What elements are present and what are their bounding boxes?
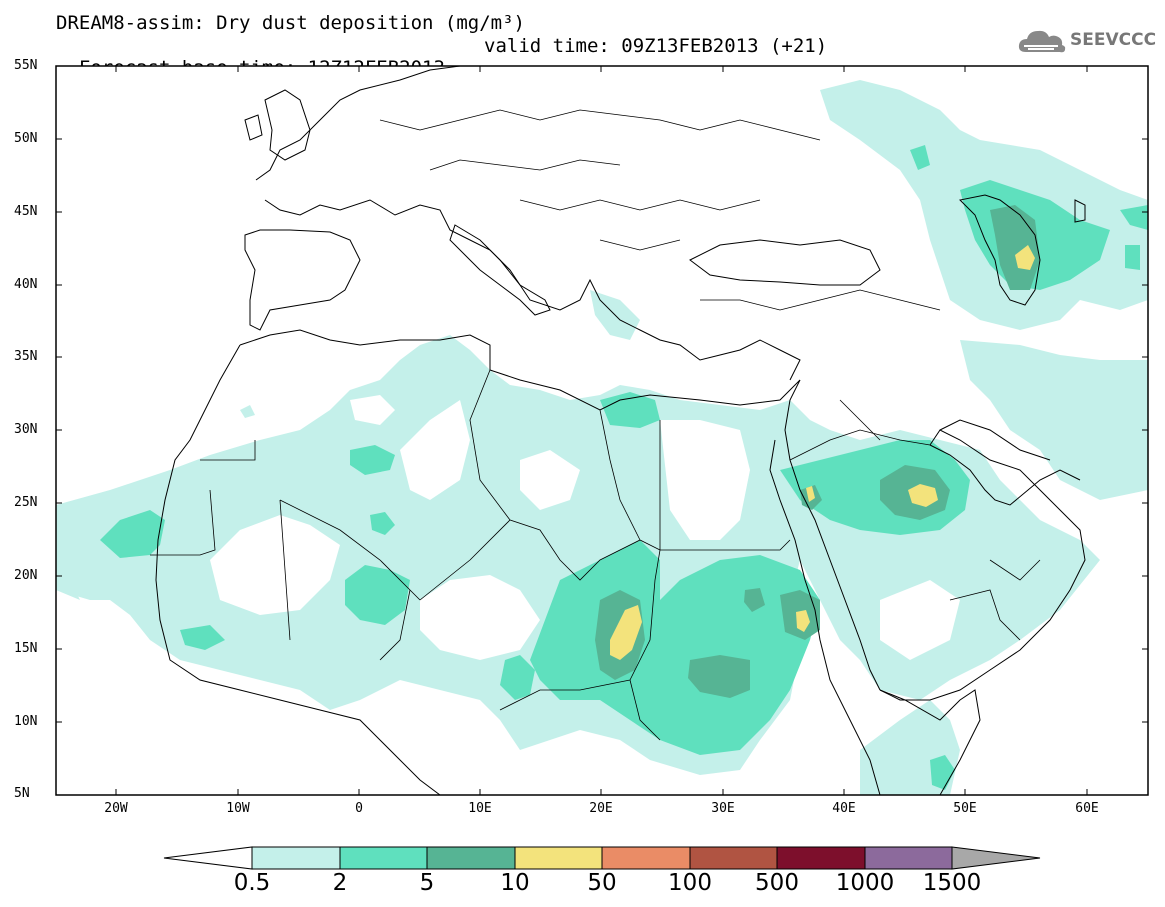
colorbar-label: 500 (755, 870, 799, 896)
colorbar-swatch (601, 846, 691, 870)
colorbar-label: 1000 (835, 870, 895, 896)
lat-label: 10N (14, 714, 38, 729)
coast-europe (255, 66, 801, 381)
colorbar-label: 2 (332, 870, 348, 896)
lat-label: 15N (14, 641, 38, 656)
lat-label: 45N (14, 204, 38, 219)
colorbar-swatch (514, 846, 603, 870)
cloud-logo-icon (1018, 30, 1066, 53)
map-title: DREAM8-assim: Dry dust deposition (mg/m³… (56, 12, 525, 34)
country-borders-europe (379, 109, 941, 311)
colorbar-swatch (776, 846, 866, 870)
axis-ticks (56, 65, 1148, 795)
lon-label: 10W (226, 801, 250, 816)
lon-label: 10E (468, 801, 492, 816)
lon-label: 20E (589, 801, 613, 816)
valid-time-text: valid time: 09Z13FEB2013 (+21) (484, 35, 828, 57)
coast-aral (1074, 199, 1086, 223)
lon-label: 40E (832, 801, 856, 816)
coast-italy (449, 224, 551, 316)
colorbar-label: 10 (500, 870, 530, 896)
logo-text: SEEVCCC (1070, 30, 1157, 50)
lat-label: 5N (14, 786, 30, 801)
colorbar-swatch (339, 846, 428, 870)
colorbar-under-arrow (163, 846, 253, 870)
contour-gaps (210, 395, 960, 660)
lat-label: 35N (14, 349, 38, 364)
colorbar-swatch (689, 846, 778, 870)
coast-caspian (958, 194, 1041, 306)
seevccc-logo: SEEVCCC (1018, 26, 1158, 56)
dust-contours (56, 80, 1148, 795)
colorbar-swatch (426, 846, 516, 870)
coast-persian-gulf (929, 419, 1081, 506)
colorbar-over-arrow (951, 846, 1041, 870)
colorbar-swatch (864, 846, 953, 870)
lat-label: 55N (14, 58, 38, 73)
colorbar-label: 50 (587, 870, 617, 896)
lat-label: 40N (14, 277, 38, 292)
colorbar-label: 0.5 (233, 870, 271, 896)
colorbar-swatch (251, 846, 341, 870)
lat-label: 50N (14, 131, 38, 146)
lon-label: 30E (711, 801, 735, 816)
coast-uk (244, 89, 311, 161)
lon-label: 0 (355, 801, 363, 816)
colorbar-label: 5 (419, 870, 435, 896)
coast-arabia (879, 429, 1086, 701)
lon-label: 60E (1075, 801, 1099, 816)
coast-red-sea (769, 379, 881, 795)
coast-iberia (244, 229, 361, 331)
coast-black-sea (689, 239, 881, 286)
colorbar-label: 1500 (922, 870, 982, 896)
contour-level-10 (610, 245, 1035, 660)
coast-horn-africa (879, 689, 981, 795)
coast-west-africa (155, 344, 441, 795)
colorbar-label: 100 (668, 870, 712, 896)
lon-label: 50E (953, 801, 977, 816)
lat-label: 20N (14, 568, 38, 583)
lat-label: 30N (14, 422, 38, 437)
country-borders (150, 369, 1041, 741)
coastlines-and-borders (150, 66, 1086, 795)
lon-label: 20W (104, 801, 128, 816)
lat-label: 25N (14, 495, 38, 510)
